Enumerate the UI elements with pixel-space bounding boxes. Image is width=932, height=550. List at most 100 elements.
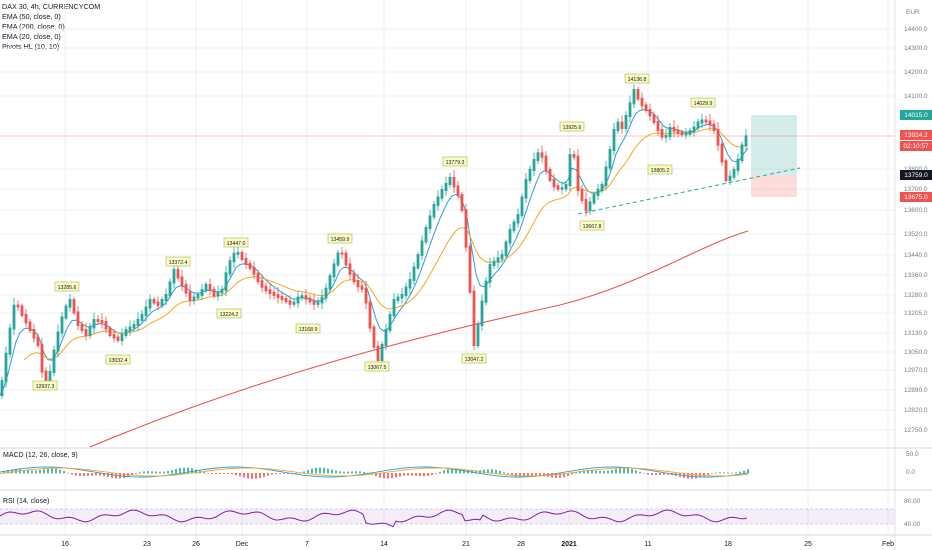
macd-histogram-bar <box>443 470 445 474</box>
indicator-ema200[interactable]: EMA (200, close, 0) <box>2 22 65 31</box>
macd-histogram-bar <box>743 470 745 474</box>
macd-label[interactable]: MACD (12, 26, close, 9) <box>3 452 78 459</box>
candle-body <box>92 319 96 329</box>
candle-body <box>408 279 412 289</box>
candle-body <box>560 187 564 190</box>
pivot-label: 13667.8 <box>583 224 602 230</box>
candle-body <box>268 289 272 294</box>
macd-histogram-bar <box>247 473 249 479</box>
candle-body <box>124 329 128 336</box>
time-tick: 18 <box>724 541 732 548</box>
candle-body <box>52 349 56 373</box>
macd-histogram-bar <box>307 470 309 474</box>
macd-histogram-bar <box>319 467 321 474</box>
candle-body <box>484 280 488 303</box>
price-tag-label: 13924.2 <box>904 132 928 139</box>
pivot-box <box>105 354 131 365</box>
candle-body <box>668 127 672 137</box>
macd-histogram-bar <box>271 473 273 475</box>
candle-body <box>44 370 48 382</box>
candle-body <box>12 304 16 330</box>
candle-body <box>680 131 684 136</box>
macd-histogram-bar <box>43 469 45 474</box>
candle-body <box>412 266 416 281</box>
candle-body <box>164 294 168 301</box>
time-tick: 14 <box>380 541 388 548</box>
stop-zone <box>751 175 797 197</box>
rsi-tick: 40.00 <box>904 521 921 528</box>
candle-body <box>120 334 124 341</box>
candle-body <box>388 314 392 331</box>
candle-body <box>256 272 260 283</box>
indicator-ema20[interactable]: EMA (20, close, 0) <box>2 32 61 41</box>
macd-histogram-bar <box>423 473 425 477</box>
macd-histogram-bar <box>519 473 521 478</box>
macd-histogram-bar <box>283 473 285 474</box>
macd-histogram-bar <box>315 467 317 474</box>
rsi-label[interactable]: RSI (14, close) <box>3 498 50 505</box>
macd-histogram-bar <box>463 469 465 474</box>
price-tick: 13440.0 <box>904 252 928 259</box>
macd-histogram-bar <box>123 473 125 478</box>
macd-histogram-bar <box>151 471 153 474</box>
macd-histogram-bar <box>7 470 9 474</box>
price-tick: 13600.0 <box>904 207 928 214</box>
macd-histogram-bar <box>515 473 517 477</box>
macd-histogram-bar <box>599 470 601 474</box>
candle-body <box>380 344 384 361</box>
macd-histogram-bar <box>223 473 225 474</box>
macd-histogram-bar <box>715 472 717 474</box>
candle-body <box>704 119 708 123</box>
candle-body <box>688 130 692 135</box>
macd-histogram-bar <box>703 473 705 477</box>
indicator-ema50[interactable]: EMA (50, close, 0) <box>2 12 61 21</box>
candle-body <box>600 184 604 191</box>
candle-body <box>544 155 548 171</box>
macd-histogram-bar <box>623 467 625 474</box>
macd-histogram-bar <box>87 473 89 476</box>
macd-histogram-bar <box>619 468 621 474</box>
candle-body <box>520 196 524 216</box>
candle-body <box>168 281 172 296</box>
macd-histogram-bar <box>491 469 493 474</box>
candle-body <box>96 319 100 322</box>
macd-histogram-bar <box>59 469 61 474</box>
macd-histogram-bar <box>603 470 605 474</box>
macd-histogram-bar <box>559 473 561 478</box>
pivot-label: 14136.8 <box>628 77 647 83</box>
candle-body <box>340 252 344 255</box>
position-zones[interactable] <box>751 115 797 197</box>
price-tick: 13130.0 <box>904 330 928 337</box>
macd-histogram-bar <box>227 473 229 474</box>
candle-body <box>364 287 368 304</box>
macd-histogram-bar <box>583 470 585 474</box>
price-tag-label: 13675.0 <box>904 194 928 201</box>
macd-histogram-bar <box>163 471 165 474</box>
candle-body <box>48 371 52 382</box>
pivot-box <box>165 256 191 267</box>
macd-histogram-bar <box>187 467 189 474</box>
candle-body <box>160 299 164 306</box>
candle-body <box>620 121 624 129</box>
macd-histogram-bar <box>51 468 53 474</box>
candle-body <box>732 169 736 178</box>
macd-histogram-bar <box>631 468 633 474</box>
macd-histogram-bar <box>359 471 361 474</box>
indicator-pivots[interactable]: Pivots HL (10, 10) <box>2 42 60 51</box>
pivot-label: 13285.6 <box>58 285 77 291</box>
macd-histogram-bar <box>171 470 173 474</box>
time-tick: 21 <box>462 541 470 548</box>
candle-body <box>244 258 248 265</box>
pivot-label: 13032.4 <box>109 358 128 364</box>
candle-body <box>712 123 716 131</box>
candle-body <box>128 326 132 331</box>
candle-body <box>312 300 316 305</box>
symbol-title[interactable]: DAX 30, 4h, CURRENCYCOM <box>2 2 101 11</box>
pivot-label: 13459.9 <box>331 237 350 243</box>
macd-histogram-bar <box>475 470 477 474</box>
candle-body <box>148 299 152 309</box>
macd-histogram-bar <box>91 473 93 476</box>
candle-body <box>204 284 208 291</box>
candle-body <box>696 121 700 129</box>
